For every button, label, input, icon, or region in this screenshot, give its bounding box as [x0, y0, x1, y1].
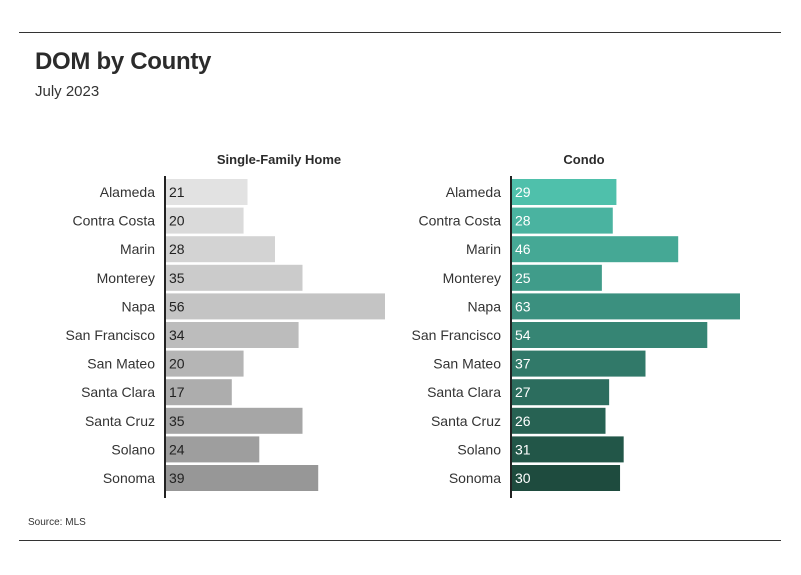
sfh-value-label: 34 [169, 327, 185, 343]
sfh-value-label: 56 [169, 298, 185, 314]
condo-category-label: Santa Clara [427, 384, 501, 400]
condo-value-label: 54 [515, 327, 531, 343]
sfh-category-label: Marin [120, 241, 155, 257]
sfh-category-label: Alameda [100, 184, 155, 200]
sfh-category-label: Monterey [97, 270, 155, 286]
condo-value-label: 28 [515, 213, 531, 229]
sfh-bar [165, 264, 303, 291]
condo-value-label: 27 [515, 384, 531, 400]
condo-bar [511, 350, 646, 377]
condo-panel: Condo Alameda 29 Contra Costa 28 Marin 46 Mont… [412, 152, 740, 498]
condo-value-label: 29 [515, 184, 531, 200]
sfh-category-label: San Mateo [87, 356, 155, 372]
condo-category-label: San Mateo [433, 356, 501, 372]
condo-category-label: Marin [466, 241, 501, 257]
sfh-value-label: 35 [169, 413, 185, 429]
condo-category-label: Monterey [443, 270, 501, 286]
condo-bar [511, 264, 602, 291]
condo-category-label: Alameda [446, 184, 501, 200]
sfh-value-label: 20 [169, 213, 185, 229]
source-note: Source: MLS [28, 517, 86, 528]
condo-value-label: 25 [515, 270, 531, 286]
condo-bar [511, 293, 740, 320]
sfh-category-label: Contra Costa [73, 213, 156, 229]
condo-bar [511, 407, 606, 434]
condo-category-label: Napa [468, 298, 502, 314]
condo-value-label: 26 [515, 413, 531, 429]
chart-subtitle: July 2023 [35, 83, 100, 100]
sfh-category-label: Sonoma [103, 470, 155, 486]
condo-bar [511, 236, 679, 263]
sfh-value-label: 35 [169, 270, 185, 286]
sfh-value-label: 17 [169, 384, 185, 400]
condo-category-label: San Francisco [412, 327, 502, 343]
condo-category-label: Sonoma [449, 470, 501, 486]
condo-value-label: 46 [515, 241, 531, 257]
sfh-value-label: 24 [169, 441, 185, 457]
sfh-bar [165, 236, 275, 263]
condo-bar [511, 465, 621, 491]
bottom-rule [19, 540, 781, 541]
condo-category-label: Solano [457, 441, 501, 457]
single-family-title: Single-Family Home [217, 152, 341, 167]
condo-category-label: Santa Cruz [431, 413, 501, 429]
sfh-category-label: Santa Clara [81, 384, 155, 400]
condo-bar [511, 207, 613, 234]
condo-bar [511, 436, 624, 463]
sfh-value-label: 28 [169, 241, 185, 257]
top-rule [19, 32, 781, 33]
sfh-bar [165, 465, 319, 491]
condo-bar [511, 322, 708, 348]
condo-bar [511, 379, 610, 406]
sfh-bar [165, 379, 232, 406]
sfh-value-label: 21 [169, 184, 185, 200]
sfh-category-label: Santa Cruz [85, 413, 155, 429]
sfh-value-label: 39 [169, 470, 185, 486]
sfh-bar [165, 207, 244, 234]
condo-title: Condo [563, 152, 604, 167]
sfh-bar [165, 293, 385, 320]
chart-title: DOM by County [35, 48, 212, 75]
condo-bar [511, 179, 617, 205]
condo-value-label: 31 [515, 441, 531, 457]
condo-category-label: Contra Costa [419, 213, 502, 229]
sfh-category-label: Napa [122, 298, 156, 314]
condo-value-label: 30 [515, 470, 531, 486]
condo-value-label: 37 [515, 356, 531, 372]
sfh-bar [165, 350, 244, 377]
sfh-bar [165, 322, 299, 348]
condo-value-label: 63 [515, 298, 531, 314]
sfh-category-label: San Francisco [66, 327, 156, 343]
sfh-bar [165, 407, 303, 434]
single-family-panel: Single-Family Home Alameda 21 Contra Costa… [66, 152, 385, 498]
sfh-category-label: Solano [111, 441, 155, 457]
sfh-bar [165, 179, 248, 205]
sfh-value-label: 20 [169, 356, 185, 372]
sfh-bar [165, 436, 260, 463]
